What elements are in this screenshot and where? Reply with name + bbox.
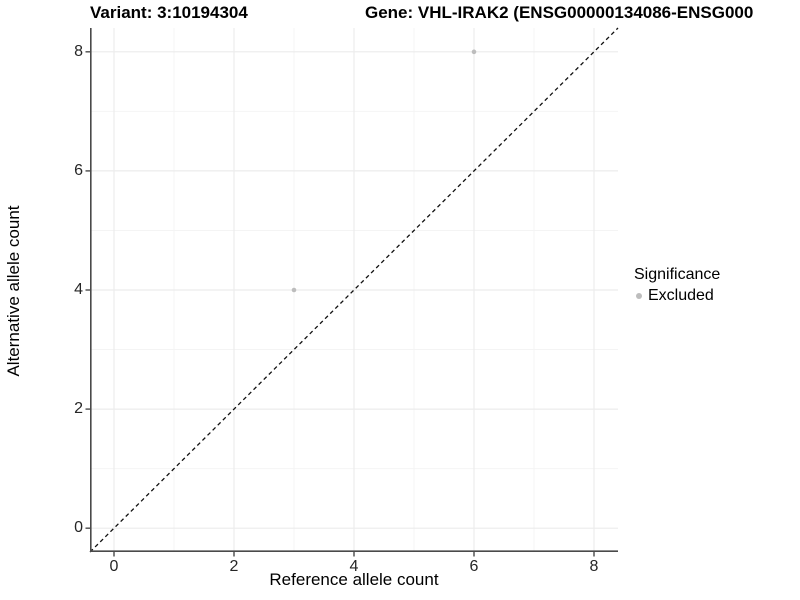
x-axis-title: Reference allele count bbox=[269, 570, 439, 589]
y-tick-label: 2 bbox=[74, 400, 83, 418]
y-tick-label: 6 bbox=[74, 161, 83, 179]
legend-marker-icon bbox=[636, 293, 642, 299]
y-tick-label: 4 bbox=[74, 281, 83, 298]
legend-items: Excluded bbox=[634, 287, 720, 305]
legend-title: Significance bbox=[634, 266, 721, 283]
legend: Significance Excluded bbox=[634, 266, 720, 305]
plot-area bbox=[85, 27, 619, 557]
legend-item-label: Excluded bbox=[648, 287, 714, 304]
identity-line bbox=[89, 27, 619, 553]
y-tick-label: 0 bbox=[74, 519, 83, 537]
plot-title-gene: Gene: VHL-IRAK2 (ENSG00000134086-ENSG000 bbox=[365, 3, 754, 22]
legend-item: Excluded bbox=[634, 287, 720, 305]
y-tick-label: 8 bbox=[74, 42, 83, 60]
plot-panel bbox=[85, 27, 619, 557]
plot-title-variant: Variant: 3:10194304 bbox=[90, 3, 248, 22]
y-axis-title: Alternative allele count bbox=[4, 205, 23, 377]
data-point bbox=[471, 49, 477, 55]
data-point bbox=[291, 287, 297, 293]
